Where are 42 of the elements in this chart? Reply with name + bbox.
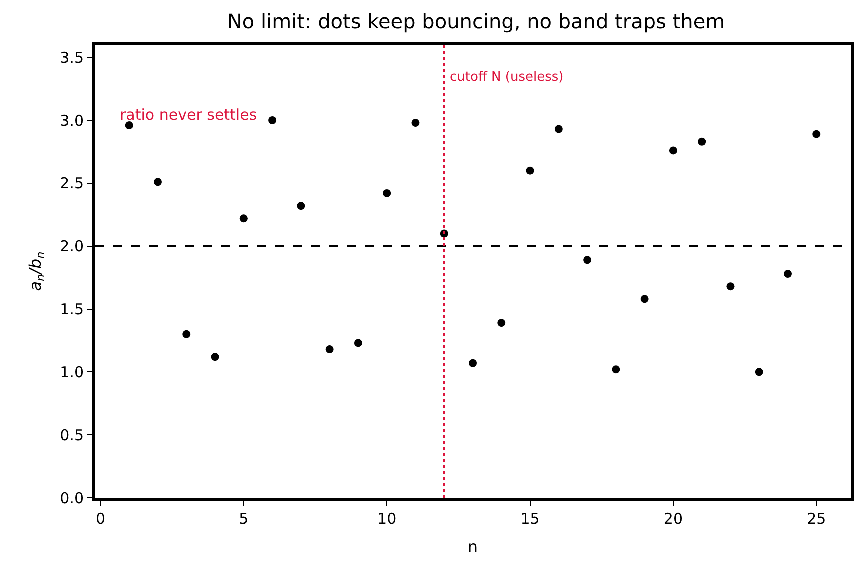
point — [812, 130, 821, 138]
point — [784, 270, 792, 278]
annotation: ratio never settles — [120, 106, 258, 124]
point — [755, 368, 764, 376]
x-tick-label: 10 — [378, 510, 397, 528]
point — [211, 353, 220, 362]
x-tick-label: 0 — [96, 510, 106, 528]
y-tick-label: 3.0 — [60, 112, 84, 130]
point — [240, 214, 248, 223]
point — [669, 146, 678, 155]
x-tick-label: 25 — [807, 510, 826, 528]
point — [383, 189, 392, 198]
point — [469, 359, 477, 368]
y-tick-label: 3.5 — [60, 48, 84, 67]
point — [584, 256, 592, 264]
point — [182, 330, 191, 338]
x-axis-title: n — [468, 538, 478, 557]
point — [297, 202, 306, 210]
point — [412, 119, 420, 128]
point — [612, 366, 620, 374]
point — [154, 178, 162, 186]
point — [698, 138, 706, 146]
x-tick-label: 20 — [664, 510, 683, 528]
point — [640, 295, 649, 304]
point — [726, 282, 735, 291]
y-tick-label: 0.0 — [60, 489, 84, 508]
x-tick-label: 5 — [239, 510, 249, 528]
chart-title: No limit: dots keep bouncing, no band traps them — [227, 9, 726, 34]
y-tick-label: 2.0 — [60, 238, 84, 256]
point — [554, 125, 563, 134]
y-tick-label: 1.0 — [60, 363, 84, 382]
ref-line-label: cutoff N (useless) — [450, 70, 564, 85]
y-tick-label: 0.5 — [60, 426, 84, 444]
point — [526, 166, 534, 175]
point — [268, 116, 277, 124]
y-tick-label: 1.5 — [60, 300, 84, 318]
point — [125, 122, 134, 130]
point — [498, 319, 506, 328]
y-tick-label: 2.5 — [60, 174, 84, 193]
point — [354, 339, 362, 348]
point — [326, 346, 334, 354]
x-tick-label: 15 — [520, 510, 540, 528]
